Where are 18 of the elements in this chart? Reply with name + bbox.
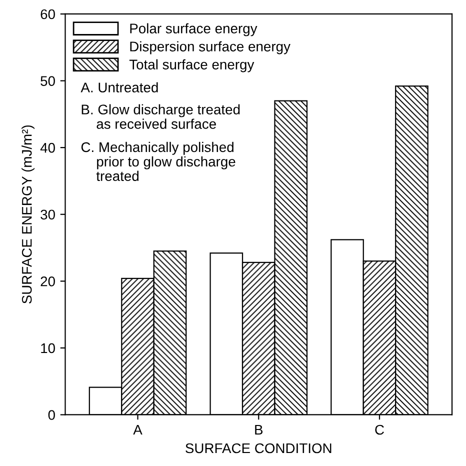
y-tick-label: 0 [48,410,55,420]
annotation: B. Glow discharge treated as received surface [82,104,240,129]
annotation: C. Mechanically polished prior to glow discharge treated [81,142,236,182]
y-tick-label: 60 [40,9,55,20]
y-tick-label: 30 [40,210,55,220]
legend-label: Polar surface energy [130,23,258,36]
y-axis-title: SURFACE ENERGY (mJ/m²) [22,125,35,304]
legend-label: Dispersion surface energy [130,41,290,54]
x-axis-title: SURFACE CONDITION [186,443,332,454]
y-tick-label: 40 [40,142,55,153]
x-tick-label: A [133,424,142,435]
y-tick-label: 10 [41,343,55,354]
x-tick-label: B [255,424,263,435]
legend-label: Total surface energy [129,59,254,72]
x-tick-label: C [375,424,384,435]
y-tick-label: 20 [40,276,55,286]
y-tick-label: 50 [40,76,55,86]
annotation: A. Untreated [80,82,158,92]
